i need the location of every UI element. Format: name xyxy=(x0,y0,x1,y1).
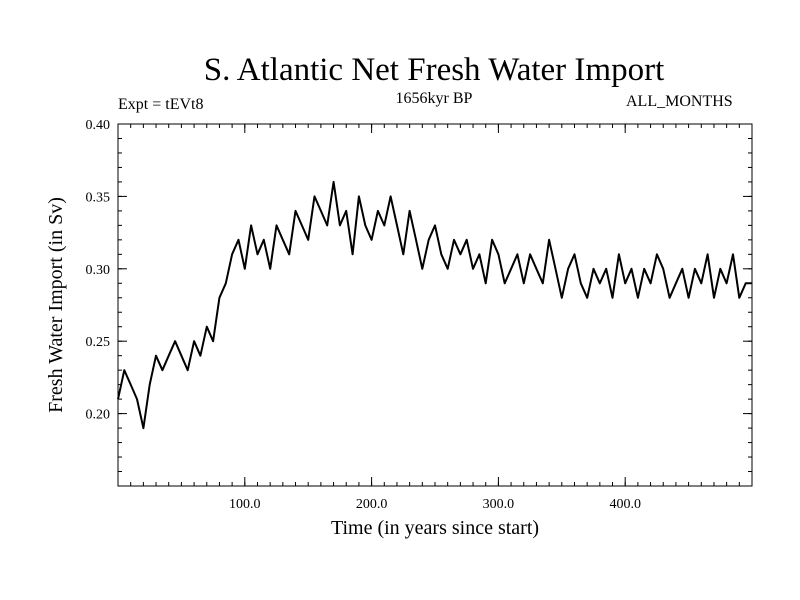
experiment-label: Expt = tEVt8 xyxy=(118,96,204,113)
x-tick-label: 100.0 xyxy=(229,497,261,512)
plot-frame xyxy=(117,123,753,487)
chart-title: S. Atlantic Net Fresh Water Import xyxy=(203,52,665,88)
y-tick-label: 0.40 xyxy=(86,118,111,133)
period-label: 1656kyr BP xyxy=(395,90,473,107)
series-line xyxy=(117,180,752,430)
y-tick-label: 0.20 xyxy=(86,408,111,423)
x-tick-label: 300.0 xyxy=(483,497,515,512)
x-axis-title: Time (in years since start) xyxy=(331,517,539,539)
y-tick-label: 0.30 xyxy=(86,263,111,278)
months-label: ALL_MONTHS xyxy=(626,93,733,110)
y-tick-label: 0.35 xyxy=(86,190,111,205)
y-tick-label: 0.25 xyxy=(86,335,111,350)
x-tick-label: 200.0 xyxy=(356,497,388,512)
y-axis-title: Fresh Water Import (in Sv) xyxy=(45,197,67,413)
x-tick-label: 400.0 xyxy=(609,497,641,512)
